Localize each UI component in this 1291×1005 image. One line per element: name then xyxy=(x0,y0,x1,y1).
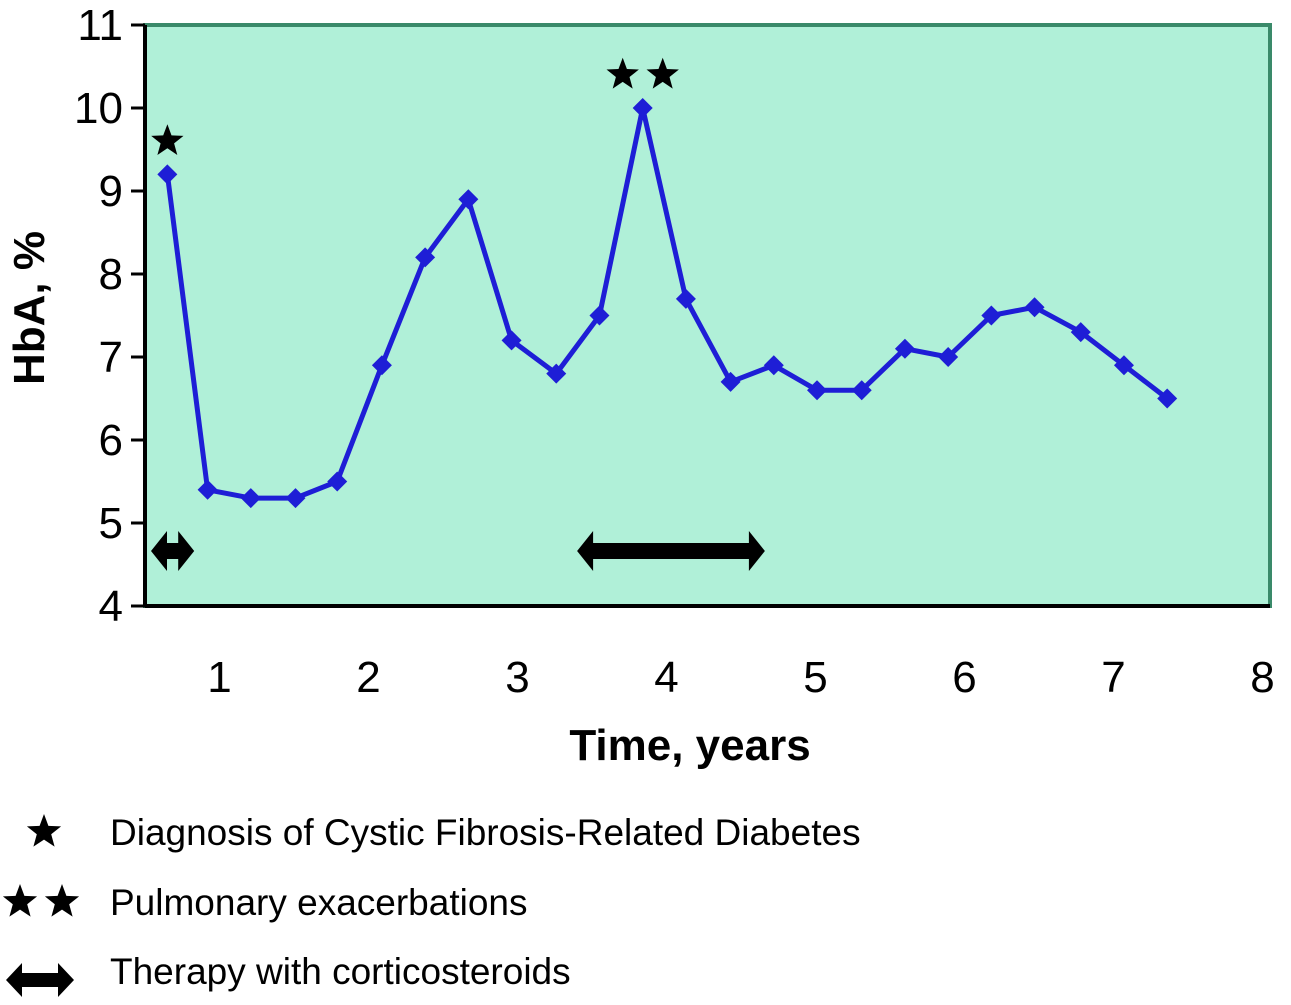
hba-data-points xyxy=(157,98,1178,509)
therapy-double-arrow-icon xyxy=(151,531,195,571)
event-star-markers xyxy=(151,57,679,155)
legend-double-star-icon xyxy=(2,884,80,917)
data-point-marker xyxy=(981,305,1002,326)
data-point-marker xyxy=(1070,322,1091,343)
data-point-marker xyxy=(894,338,915,359)
x-tick-label: 8 xyxy=(1250,653,1274,702)
x-tick-label: 2 xyxy=(356,653,380,702)
data-point-marker xyxy=(157,164,178,185)
legend-star-icon xyxy=(44,884,80,917)
y-tick-label: 9 xyxy=(99,167,123,216)
legend-arrow-shape xyxy=(6,963,74,997)
data-point-marker xyxy=(589,305,610,326)
plot-area xyxy=(143,23,1272,608)
x-tick-label: 7 xyxy=(1101,653,1125,702)
legend-label-diagnosis: Diagnosis of Cystic Fibrosis-Related Dia… xyxy=(110,812,861,853)
data-point-marker xyxy=(458,189,479,210)
legend-star-icon xyxy=(2,884,38,917)
x-tick-label: 6 xyxy=(952,653,976,702)
data-point-marker xyxy=(371,355,392,376)
y-tick-label: 4 xyxy=(99,582,123,631)
therapy-period-arrows xyxy=(151,531,765,571)
x-axis-ticks: 1 2 3 4 5 6 7 8 xyxy=(207,653,1275,702)
exacerbation-star-icon xyxy=(606,57,639,89)
legend-label-therapy: Therapy with corticosteroids xyxy=(110,951,571,992)
data-point-marker xyxy=(807,380,828,401)
legend-double-arrow-icon xyxy=(6,963,74,997)
y-tick-label: 5 xyxy=(99,499,123,548)
data-point-marker xyxy=(415,247,436,268)
data-point-marker xyxy=(285,488,306,509)
data-point-marker xyxy=(197,479,218,500)
legend-star-icon xyxy=(26,814,62,847)
data-point-marker xyxy=(240,488,261,509)
data-point-marker xyxy=(851,380,872,401)
legend: Diagnosis of Cystic Fibrosis-Related Dia… xyxy=(2,812,861,997)
legend-label-exacerbations: Pulmonary exacerbations xyxy=(110,882,528,923)
data-point-marker xyxy=(632,98,653,118)
x-axis-title: Time, years xyxy=(569,721,810,770)
y-axis-ticks: 4 5 6 7 8 9 10 11 xyxy=(74,1,145,631)
x-tick-label: 1 xyxy=(207,653,231,702)
y-tick-label: 10 xyxy=(74,84,123,133)
data-point-marker xyxy=(1157,388,1178,409)
data-point-marker xyxy=(763,355,784,376)
y-tick-label: 11 xyxy=(77,1,123,50)
data-point-marker xyxy=(501,330,522,351)
y-tick-label: 8 xyxy=(99,250,123,299)
y-tick-label: 7 xyxy=(99,333,123,382)
data-point-marker xyxy=(1113,355,1134,376)
data-point-marker xyxy=(546,363,567,384)
data-point-marker xyxy=(675,288,696,309)
data-point-marker xyxy=(720,371,741,392)
data-point-marker xyxy=(938,347,959,367)
x-tick-label: 3 xyxy=(505,653,529,702)
legend-star-icon xyxy=(26,814,62,847)
x-tick-label: 4 xyxy=(654,653,678,702)
x-tick-label: 5 xyxy=(803,653,827,702)
exacerbation-star-icon xyxy=(646,57,679,89)
y-tick-label: 6 xyxy=(99,416,123,465)
therapy-double-arrow-icon xyxy=(577,531,765,571)
diagnosis-star-icon xyxy=(151,124,184,155)
data-point-marker xyxy=(1024,297,1045,318)
data-point-marker xyxy=(327,471,348,492)
y-axis-title: HbA, % xyxy=(5,231,54,385)
